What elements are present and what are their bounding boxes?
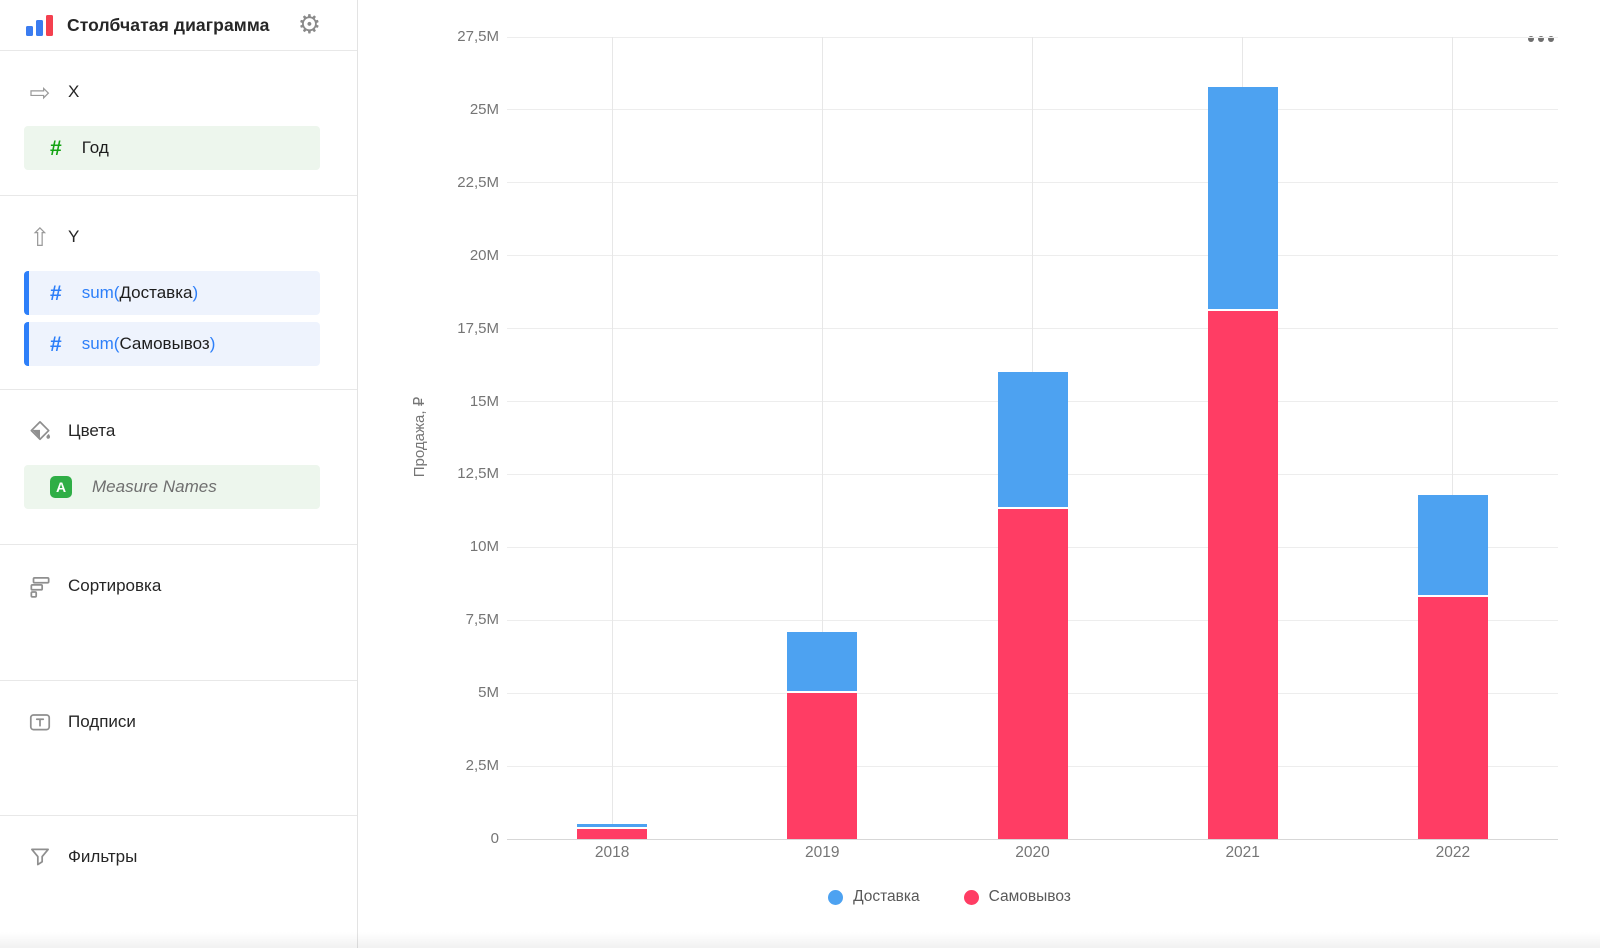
- gridline-x: [821, 37, 823, 839]
- bar-segment-Доставка-2019[interactable]: [787, 631, 858, 694]
- gridline-x: [1452, 37, 1454, 839]
- bar-segment-Самовывоз-2020[interactable]: [997, 509, 1068, 839]
- config-sidebar: Столбчатая диаграмма ⚙ ⇨ X # Год ⇧ Y # s…: [0, 0, 358, 948]
- number-hash-icon: #: [50, 136, 62, 160]
- gridline-y: [507, 838, 1558, 840]
- section-x-label: X: [68, 82, 80, 101]
- arrow-up-icon: ⇧: [29, 222, 51, 252]
- section-labels: Подписи: [0, 681, 357, 816]
- number-hash-icon: #: [50, 332, 62, 356]
- section-colors: Цвета A Measure Names: [0, 390, 357, 545]
- section-filters-label: Фильтры: [68, 847, 138, 866]
- sidebar-header: Столбчатая диаграмма ⚙: [0, 0, 357, 51]
- bar-segment-Самовывоз-2022[interactable]: [1417, 596, 1488, 839]
- page-title: Столбчатая диаграмма: [67, 14, 270, 35]
- section-y-label: Y: [68, 227, 80, 246]
- plot-area: 2018 2019 2020 2021 2022: [507, 36, 1558, 861]
- sort-bars-icon: [26, 573, 54, 599]
- x-tick-label: 2021: [1225, 844, 1260, 861]
- section-sort-label: Сортировка: [68, 576, 162, 595]
- ellipsis-menu-icon[interactable]: [1528, 36, 1554, 42]
- arrow-right-icon: ⇨: [29, 77, 51, 107]
- y-tick-label: 5M: [478, 684, 499, 702]
- field-label: sum(Доставка): [81, 283, 199, 302]
- y-tick-label: 10M: [469, 538, 499, 556]
- number-hash-icon: #: [50, 281, 62, 305]
- bar-segment-Доставка-2021[interactable]: [1207, 86, 1278, 312]
- y-tick-label: 0: [490, 830, 499, 847]
- y-tick-label: 2,5M: [465, 757, 499, 775]
- section-filters: Фильтры: [0, 816, 357, 948]
- y-tick-label: 25M: [469, 100, 499, 118]
- chart-area: Продажа, ₽ 0 2,5M 5M 7,5M 10M 12,5M 15M 17,5M 20…: [359, 0, 1600, 948]
- field-pill-god[interactable]: # Год: [24, 126, 320, 170]
- bar-segment-Доставка-2020[interactable]: [997, 372, 1068, 510]
- gridline-x: [611, 37, 613, 839]
- field-pill-measure-names[interactable]: A Measure Names: [24, 465, 320, 509]
- legend-label: Доставка: [853, 888, 920, 905]
- paint-bucket-icon: [26, 418, 54, 444]
- text-label-icon: [26, 709, 54, 735]
- x-tick-label: 2020: [1015, 844, 1050, 861]
- chart-legend: Доставка Самовывоз: [359, 888, 1540, 906]
- bar-segment-Доставка-2022[interactable]: [1417, 494, 1488, 597]
- legend-dot: [828, 889, 844, 905]
- x-tick-label: 2022: [1435, 844, 1471, 861]
- y-tick-label: 22,5M: [457, 173, 499, 191]
- y-tick-label: 17,5M: [457, 319, 499, 337]
- field-pill-sum-samovyvoz[interactable]: # sum(Самовывоз): [24, 322, 320, 366]
- y-tick-label: 15M: [469, 392, 499, 410]
- funnel-icon: [26, 844, 54, 870]
- bar-segment-Самовывоз-2021[interactable]: [1207, 311, 1278, 839]
- bar-segment-Самовывоз-2018[interactable]: [577, 829, 648, 839]
- legend-label: Самовывоз: [988, 888, 1071, 905]
- field-label: sum(Самовывоз): [81, 334, 216, 353]
- y-tick-label: 27,5M: [457, 28, 499, 45]
- section-sort: Сортировка: [0, 545, 357, 681]
- x-tick-label: 2019: [805, 844, 840, 861]
- section-x: ⇨ X # Год: [0, 51, 357, 196]
- field-label: Год: [81, 138, 109, 157]
- section-colors-label: Цвета: [68, 421, 116, 440]
- bar-chart-icon: [26, 14, 53, 36]
- field-label: Measure Names: [92, 477, 217, 496]
- section-labels-label: Подписи: [68, 712, 136, 731]
- bar-segment-Самовывоз-2019[interactable]: [787, 693, 858, 839]
- field-pill-sum-dostavka[interactable]: # sum(Доставка): [24, 271, 320, 315]
- y-tick-label: 7,5M: [465, 611, 499, 629]
- letter-a-icon: A: [50, 476, 72, 498]
- legend-item-samovyvoz[interactable]: Самовывоз: [963, 888, 1071, 906]
- gear-icon[interactable]: ⚙: [297, 10, 321, 40]
- y-tick-label: 20M: [469, 246, 499, 264]
- x-tick-label: 2018: [594, 844, 630, 861]
- y-tick-label: 12,5M: [457, 465, 499, 483]
- bar-segment-Доставка-2018[interactable]: [577, 824, 648, 830]
- section-y: ⇧ Y # sum(Доставка) # sum(Самовывоз): [0, 196, 357, 390]
- legend-item-dostavka[interactable]: Доставка: [828, 888, 920, 906]
- legend-dot: [963, 889, 979, 905]
- y-axis-labels: 0 2,5M 5M 7,5M 10M 12,5M 15M 17,5M 20M 22,5M 25M 27…: [367, 28, 499, 847]
